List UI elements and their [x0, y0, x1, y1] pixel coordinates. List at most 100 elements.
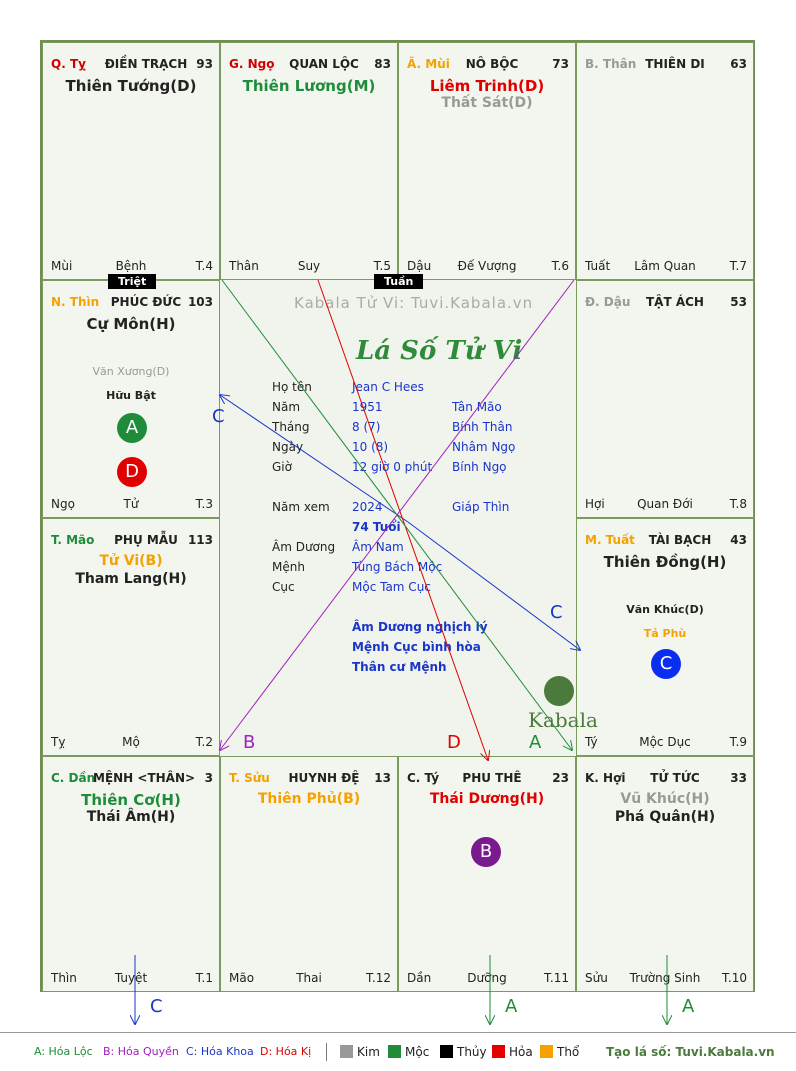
arrow-label-c: C	[150, 996, 163, 1017]
thang-label: Tháng	[272, 420, 310, 434]
legend-thuy: Thủy	[440, 1045, 487, 1059]
note-1: Âm Dương nghịch lý	[352, 620, 488, 634]
minor-star: Văn Xương(D)	[92, 365, 170, 378]
cell-hoi-tu-tuc: K. Hợi TỬ TỨC 33 Vũ Khúc(H) Phá Quân(H) …	[576, 756, 754, 992]
cell-thin-phuc-duc: N. Thìn PHÚC ĐỨC 103 Cự Môn(H) Văn Xương…	[42, 280, 220, 518]
palace-label: T. Mão	[51, 533, 95, 547]
cell-dau-tat-ach: Đ. Dậu TẬT ÁCH 53 Hợi Quan Đới T.8	[576, 280, 754, 518]
palace-name: MỆNH <THÂN>	[93, 771, 196, 785]
cell-bottom-mid: Trường Sinh	[629, 971, 701, 985]
cell-bottom-mid: Quan Đới	[637, 497, 693, 511]
cell-bottom-mid: Suy	[297, 259, 321, 273]
cell-bottom-mid: Mộ	[122, 735, 140, 749]
cell-bottom-right: T.10	[722, 971, 747, 985]
cell-mui-no-boc: Ã. Mùi NÔ BỘC 73 Liêm Trinh(D) Thất Sát(…	[398, 42, 576, 280]
palace-label: B. Thân	[585, 57, 637, 71]
legend-divider	[326, 1043, 327, 1061]
cell-tuat-tai-bach: M. Tuất TÀI BẠCH 43 Thiên Đồng(H) Văn Kh…	[576, 518, 754, 756]
palace-name: ĐIỀN TRẠCH	[104, 57, 188, 71]
main-star: Vũ Khúc(H)	[620, 791, 710, 807]
main-star: Thiên Phủ(B)	[257, 791, 361, 807]
note-3: Thân cư Mệnh	[352, 660, 447, 674]
main-star: Thiên Cơ(H)	[81, 791, 181, 809]
khoa-arrow-left	[220, 395, 409, 523]
cell-bottom-right: T.2	[195, 735, 213, 749]
cell-bottom-mid: Đế Vượng	[457, 259, 517, 273]
minor-star: Văn Khúc(D)	[626, 603, 704, 616]
nam-xem-label: Năm xem	[272, 500, 330, 514]
legend-hoa-loc: A: Hóa Lộc	[34, 1045, 93, 1058]
palace-label: T. Sửu	[229, 771, 270, 785]
main-star: Thiên Đồng(H)	[603, 553, 727, 571]
palace-name: NÔ BỘC	[465, 57, 519, 71]
thang-can-chi: Bính Thân	[452, 420, 513, 434]
cell-bottom-mid: Dưỡng	[467, 971, 507, 985]
triet-tag: Triệt	[108, 274, 157, 289]
gio-label: Giờ	[272, 460, 292, 474]
palace-score: 83	[374, 57, 391, 71]
cell-bottom-left: Tuất	[585, 259, 611, 273]
cell-dan-menh: C. Dần MỆNH <THÂN> 3 Thiên Cơ(H) Thái Âm…	[42, 756, 220, 992]
thuy-label: Thủy	[457, 1045, 487, 1059]
quyen-arrow	[220, 279, 575, 750]
menh-value: Tùng Bách Mộc	[352, 560, 443, 574]
ho-ten-label: Họ tên	[272, 380, 312, 394]
second-star: Phá Quân(H)	[614, 809, 716, 825]
cell-bottom-left: Thân	[229, 259, 259, 273]
cell-bottom-right: T.12	[366, 971, 391, 985]
cell-bottom-left: Tỵ	[51, 735, 66, 749]
cell-bottom-left: Hợi	[585, 497, 605, 511]
cell-bottom-mid: Tuyệt	[114, 971, 148, 985]
ngay-label: Ngày	[272, 440, 304, 454]
khoa-arrow-right	[407, 521, 580, 650]
main-star: Thiên Tướng(D)	[65, 77, 197, 95]
tuan-tag: Tuần	[374, 274, 424, 289]
cell-bottom-mid: Tử	[123, 497, 139, 511]
cell-bottom-mid: Bệnh	[115, 259, 147, 273]
cell-ty-dien-trach: Q. Tỵ ĐIỀN TRẠCH 93 Thiên Tướng(D) Mùi B…	[42, 42, 220, 280]
cell-bottom-left: Thìn	[51, 971, 77, 985]
palace-score: 93	[196, 57, 213, 71]
kim-label: Kim	[357, 1045, 380, 1059]
tuoi-value: 74 Tuổi	[352, 520, 401, 534]
palace-score: 13	[374, 771, 391, 785]
arrow-label-c: C	[550, 602, 563, 623]
palace-name: TỬ TỨC	[650, 771, 700, 785]
main-star: Thiên Lương(M)	[242, 77, 376, 95]
palace-label: N. Thìn	[51, 295, 100, 309]
watermark-text: Kabala Tử Vi: Tuvi.Kabala.vn	[294, 294, 534, 312]
palace-name: PHÚC ĐỨC	[110, 295, 182, 309]
menh-label: Mệnh	[272, 560, 305, 574]
kim-swatch	[340, 1045, 353, 1058]
cell-ty-phu-the: C. Tý PHU THÊ 23 Thái Dương(H) B Dần Dưỡ…	[398, 756, 576, 992]
ngay-value: 10 (8)	[352, 440, 389, 454]
arrow-label-c: C	[212, 406, 225, 427]
palace-name: TẬT ÁCH	[646, 295, 704, 309]
cell-than-thien-di: B. Thân THIÊN DI 63 Tuất Lâm Quan T.7	[576, 42, 754, 280]
main-star: Thái Dương(H)	[429, 791, 545, 807]
legend-hoa-ki: D: Hóa Kị	[260, 1045, 312, 1058]
hoa-swatch	[492, 1045, 505, 1058]
nam-value: 1951	[352, 400, 383, 414]
legend-kim: Kim	[340, 1045, 380, 1059]
site-link[interactable]: Tạo lá số: Tuvi.Kabala.vn	[606, 1045, 775, 1059]
thang-value: 8 (7)	[352, 420, 381, 434]
gio-can-chi: Bính Ngọ	[452, 460, 507, 474]
kabala-logo-text: Kabala	[528, 708, 598, 732]
nam-label: Năm	[272, 400, 301, 414]
palace-score: 53	[730, 295, 747, 309]
moc-swatch	[388, 1045, 401, 1058]
legend-hoa: Hỏa	[492, 1045, 533, 1059]
legend-bar: A: Hóa Lộc B: Hóa Quyền C: Hóa Khoa D: H…	[0, 1032, 796, 1071]
am-duong-label: Âm Dương	[272, 540, 336, 554]
minor-star: Tả Phù	[643, 627, 687, 640]
thuy-swatch	[440, 1045, 453, 1058]
palace-label: C. Tý	[407, 771, 440, 785]
minor-star: Hữu Bật	[106, 389, 156, 402]
hoa-loc-marker: A	[117, 413, 147, 443]
cell-suu-huynh-de: T. Sửu HUYNH ĐỆ 13 Thiên Phủ(B) Mão Thai…	[220, 756, 398, 992]
note-2: Mệnh Cục bình hòa	[352, 640, 481, 654]
hoa-label: Hỏa	[509, 1045, 533, 1059]
hoa-quyen-marker: B	[471, 837, 501, 867]
